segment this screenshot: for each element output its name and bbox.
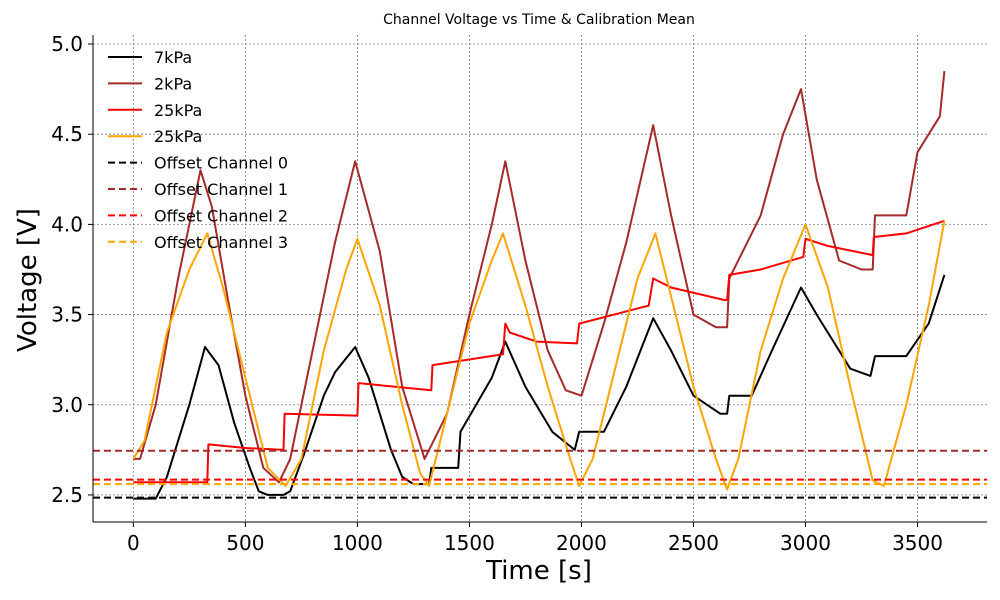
legend-label: 7kPa	[154, 48, 192, 67]
x-tick-label: 2000	[556, 531, 607, 555]
legend-label: 25kPa	[154, 101, 202, 120]
series-line-0	[133, 274, 946, 500]
x-tick-label: 1000	[332, 531, 383, 555]
y-tick-label: 4.5	[51, 122, 83, 146]
x-tick-label: 0	[127, 531, 140, 555]
legend: 7kPa 2kPa 25kPa 25kPa Offset Channel 0 Offset…	[108, 48, 288, 252]
y-tick-label: 3.5	[51, 303, 83, 327]
y-axis-label: Voltage [V]	[13, 208, 43, 352]
legend-label: Offset Channel 0	[154, 154, 288, 173]
series-line-2	[133, 219, 945, 484]
legend-label: Offset Channel 2	[154, 206, 288, 225]
x-tick-label: 2500	[668, 531, 719, 555]
series-line-1	[133, 71, 946, 484]
ticks: 0 500 1000 1500 2000 2500 3000 3500 2.5 3.0 3.5 4.0…	[51, 32, 943, 555]
y-tick-label: 2.5	[51, 483, 83, 507]
axes	[92, 35, 987, 523]
x-tick-label: 500	[226, 531, 264, 555]
x-tick-label: 3000	[780, 531, 831, 555]
y-tick-label: 5.0	[51, 32, 83, 56]
x-tick-label: 1500	[444, 531, 495, 555]
legend-label: Offset Channel 3	[154, 233, 288, 252]
series-layer	[93, 71, 987, 500]
grid	[93, 35, 987, 522]
y-tick-label: 4.0	[51, 212, 83, 236]
legend-label: Offset Channel 1	[154, 180, 288, 199]
x-tick-label: 3500	[892, 531, 943, 555]
chart-title: Channel Voltage vs Time & Calibration Me…	[383, 12, 695, 28]
legend-label: 25kPa	[154, 127, 202, 146]
legend-label: 2kPa	[154, 74, 192, 93]
x-axis-label: Time [s]	[485, 556, 592, 586]
y-tick-label: 3.0	[51, 393, 83, 417]
series-line-3	[132, 220, 946, 491]
